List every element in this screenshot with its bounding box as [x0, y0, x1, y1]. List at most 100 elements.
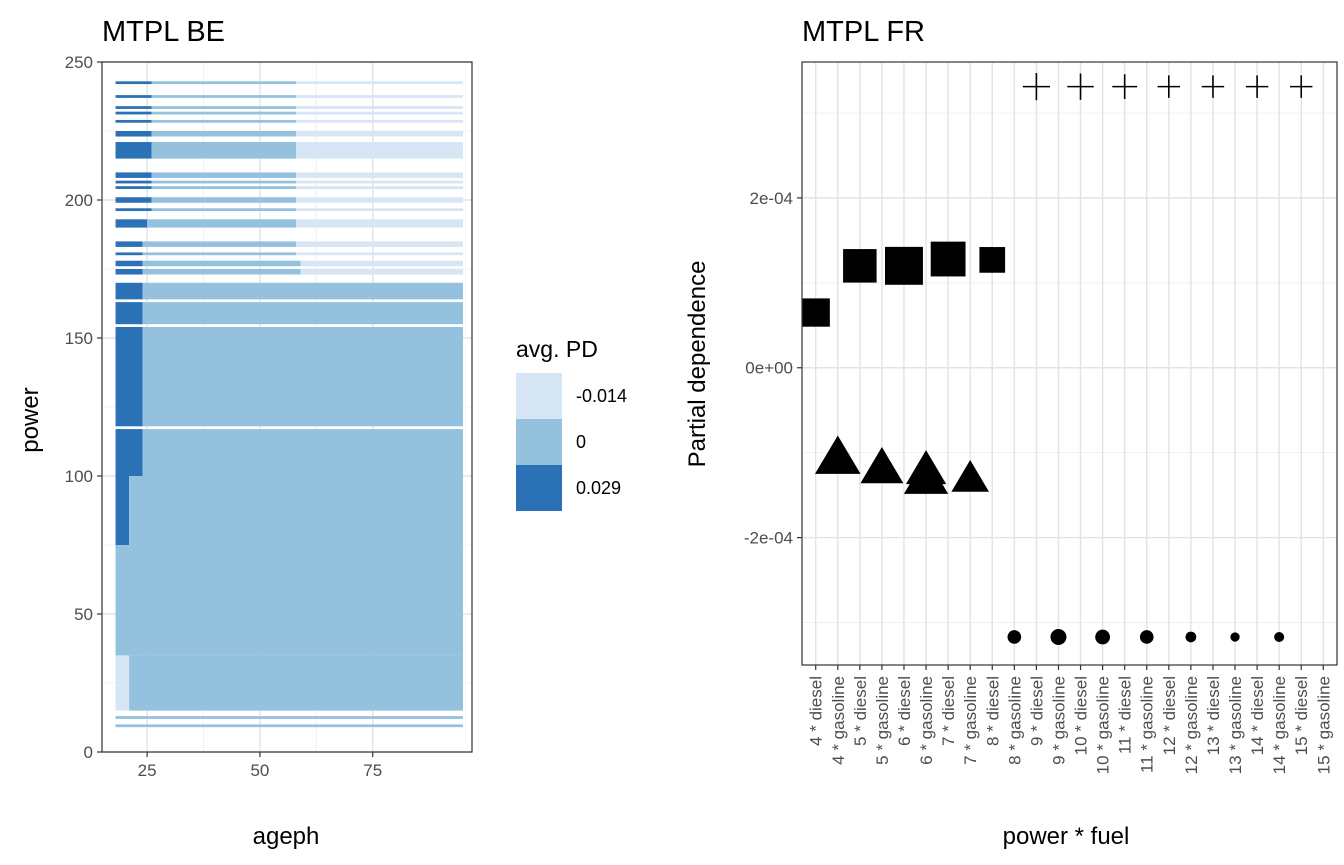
y-tick-label: 50	[74, 605, 93, 624]
x-tick-label: 14 * gasoline	[1270, 676, 1289, 774]
heatmap-tile	[115, 95, 152, 98]
heatmap-tile	[300, 260, 463, 267]
x-tick-label: 11 * diesel	[1116, 676, 1135, 754]
heatmap-tile	[115, 269, 143, 275]
heatmap-tile	[142, 326, 463, 427]
point-triangle	[951, 460, 989, 492]
x-tick-label: 4 * diesel	[807, 676, 826, 746]
heatmap-tile	[115, 180, 152, 184]
point-square	[930, 241, 966, 277]
chart-fr-xlabel: power * fuel	[1003, 823, 1130, 850]
heatmap-tile	[142, 241, 297, 247]
x-tick-label: 25	[138, 761, 157, 780]
legend-key	[516, 419, 562, 465]
heatmap-tile	[115, 241, 143, 247]
heatmap-tile	[115, 172, 152, 178]
heatmap-tile	[296, 241, 463, 247]
y-tick-label: -2e-04	[744, 529, 793, 548]
heatmap-tile	[151, 119, 297, 123]
heatmap-tile	[151, 142, 297, 159]
chart-fr-points	[801, 73, 1313, 645]
heatmap-tile	[296, 95, 463, 98]
heatmap-tile	[151, 95, 297, 98]
point-triangle	[903, 456, 949, 494]
x-tick-label: 8 * gasoline	[1005, 676, 1024, 765]
heatmap-tile	[115, 545, 463, 656]
y-tick-label: 0e+00	[745, 359, 793, 378]
x-tick-label: 10 * diesel	[1072, 676, 1091, 755]
y-tick-label: 0	[84, 743, 93, 762]
heatmap-tile	[115, 106, 152, 109]
x-tick-label: 14 * diesel	[1248, 676, 1267, 755]
heatmap-tile	[151, 208, 297, 212]
heatmap-tile	[296, 106, 463, 109]
heatmap-tile	[296, 197, 463, 203]
heatmap-tile	[129, 476, 463, 545]
legend-key	[516, 465, 562, 511]
heatmap-tile	[296, 252, 463, 256]
x-tick-label: 4 * gasoline	[829, 676, 848, 765]
x-tick-label: 5 * diesel	[851, 676, 870, 746]
point-circle	[1185, 631, 1197, 643]
x-tick-label: 7 * gasoline	[961, 676, 980, 765]
chart-be-axes: 25 50 75 0 50 100 150 200 250	[65, 53, 383, 780]
chart-fr-axes: 4 * diesel 4 * gasoline 5 * diesel 5 * gaso…	[744, 189, 1333, 774]
y-tick-label: 2e-04	[750, 189, 793, 208]
heatmap-tile	[296, 119, 463, 123]
heatmap-tile	[142, 302, 463, 325]
point-circle	[1274, 631, 1285, 642]
heatmap-tile	[296, 208, 463, 212]
point-circle	[1095, 629, 1111, 645]
heatmap-tile	[115, 282, 143, 300]
point-square	[979, 247, 1006, 273]
x-tick-label: 13 * diesel	[1204, 676, 1223, 755]
heatmap-tile	[115, 326, 143, 427]
heatmap-tile	[151, 186, 297, 189]
chart-be-xlabel: ageph	[253, 823, 320, 850]
heatmap-tile	[115, 186, 152, 189]
heatmap-tile	[115, 111, 152, 115]
heatmap-tile	[115, 219, 148, 228]
x-tick-label: 9 * diesel	[1027, 676, 1046, 746]
heatmap-tile	[296, 142, 463, 159]
x-tick-label: 9 * gasoline	[1049, 676, 1068, 765]
heatmap-tile	[151, 81, 297, 85]
point-square	[801, 298, 830, 327]
x-tick-label: 8 * diesel	[983, 676, 1002, 746]
heatmap-tile	[296, 111, 463, 115]
point-circle	[1230, 632, 1240, 642]
heatmap-tile	[296, 219, 463, 228]
chart-fr-title: MTPL FR	[802, 16, 925, 48]
legend-label: 0.029	[576, 478, 621, 498]
heatmap-tile	[115, 81, 152, 85]
chart-be-ylabel: power	[17, 387, 44, 452]
legend-keys: -0.014 0 0.029	[516, 373, 627, 511]
heatmap-tile	[151, 131, 297, 137]
heatmap-tile	[115, 476, 130, 545]
chart-fr-grid	[802, 62, 1337, 665]
x-tick-label: 50	[250, 761, 269, 780]
point-circle	[1050, 628, 1067, 645]
legend-key	[516, 373, 562, 419]
heatmap-tile	[147, 219, 297, 228]
heatmap-tile	[142, 282, 463, 300]
legend-label: 0	[576, 432, 586, 452]
y-tick-label: 250	[65, 53, 93, 72]
heatmap-tile	[115, 260, 143, 267]
point-circle	[1007, 630, 1022, 644]
y-tick-label: 150	[65, 329, 93, 348]
chart-fr-panel	[802, 62, 1337, 665]
heatmap-tile	[129, 655, 463, 711]
heatmap-tile	[142, 269, 301, 275]
heatmap-tile	[151, 106, 297, 109]
point-triangle	[860, 447, 904, 484]
heatmap-tile	[151, 180, 297, 184]
heatmap-tile	[142, 260, 301, 267]
heatmap-tile	[296, 172, 463, 178]
x-tick-label: 6 * diesel	[895, 676, 914, 746]
x-tick-label: 6 * gasoline	[917, 676, 936, 765]
x-tick-label: 7 * diesel	[939, 676, 958, 746]
legend-label: -0.014	[576, 386, 627, 406]
heatmap-tile	[115, 131, 152, 137]
